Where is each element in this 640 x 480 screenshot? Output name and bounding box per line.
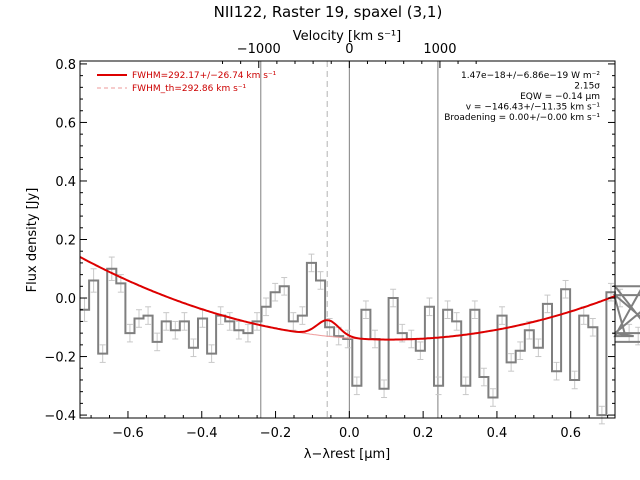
- y-tick-label-4: 0.4: [55, 175, 76, 190]
- y-tick-label-1: −0.2: [44, 351, 76, 366]
- info-line-3: v = −146.43+/−11.35 km s⁻¹: [466, 103, 601, 113]
- top-tick-label-2: 1000: [423, 42, 456, 57]
- info-line-4: Broadening = 0.00+/−0.00 km s⁻¹: [444, 113, 600, 123]
- y-tick-label-3: 0.2: [55, 234, 76, 249]
- x-tick-label-2: −0.2: [260, 426, 292, 441]
- info-line-0: 1.47e−18+/−6.86e−19 W m⁻²: [461, 71, 600, 81]
- total-fit-line: [79, 256, 616, 341]
- x-axis-label: λ−λrest [μm]: [304, 447, 390, 462]
- top-tick-label-0: −1000: [237, 42, 281, 57]
- y-tick-label-0: −0.4: [44, 409, 76, 424]
- info-line-2: EQW = −0.14 μm: [520, 92, 600, 102]
- continuum-fit-line: [79, 256, 616, 341]
- x-tick-label-5: 0.4: [487, 426, 508, 441]
- top-axis-label: Velocity [km s⁻¹]: [293, 29, 401, 44]
- chart-title: NII122, Raster 19, spaxel (3,1): [214, 3, 443, 21]
- top-tick-label-1: 0: [345, 42, 353, 57]
- y-axis-label: Flux density [Jy]: [25, 188, 40, 293]
- legend-label-0: FWHM=292.17+/−26.74 km s⁻¹: [132, 71, 277, 81]
- y-tick-label-6: 0.8: [55, 58, 76, 73]
- legend: FWHM=292.17+/−26.74 km s⁻¹ FWHM_th=292.86…: [97, 71, 277, 94]
- spectrum-histogram: [80, 261, 640, 417]
- y-tick-label-2: 0.0: [55, 292, 76, 307]
- x-tick-label-4: 0.2: [413, 426, 434, 441]
- info-line-1: 2.15σ: [574, 82, 600, 92]
- guide-lines: [260, 61, 439, 418]
- legend-label-1: FWHM_th=292.86 km s⁻¹: [132, 84, 247, 94]
- y-tick-label-5: 0.6: [55, 116, 76, 131]
- spectrum-series: [80, 261, 640, 417]
- x-tick-label-6: 0.6: [560, 426, 581, 441]
- tick-labels: −0.6 −0.4 −0.2 0.0 0.2 0.4 0.6 −0.4 −0.2 0.0 0.2 0.…: [44, 42, 581, 441]
- axes: [79, 60, 616, 419]
- x-tick-label-0: −0.6: [112, 426, 144, 441]
- x-tick-label-1: −0.4: [186, 426, 218, 441]
- fit-series: [79, 256, 616, 341]
- x-tick-label-3: 0.0: [339, 426, 360, 441]
